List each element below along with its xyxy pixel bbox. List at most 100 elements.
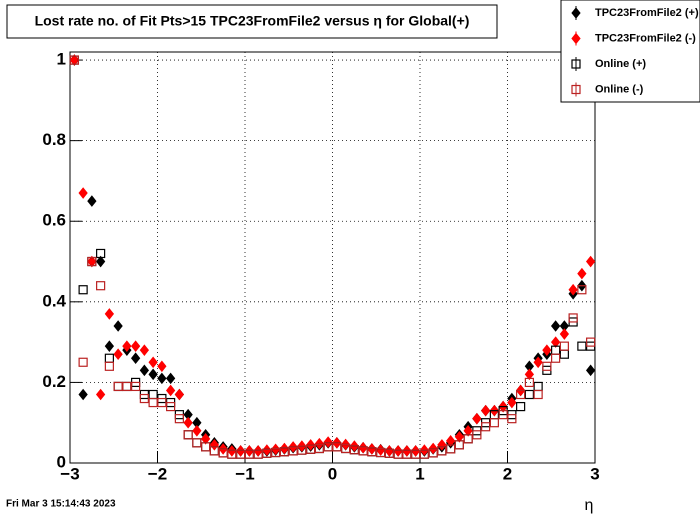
data-point [96, 248, 106, 259]
data-point [533, 381, 543, 392]
data-point [481, 422, 491, 432]
legend-label: Online (-) [595, 83, 644, 95]
y-tick-label: 0.4 [42, 291, 66, 310]
data-point [402, 445, 412, 457]
data-point [157, 372, 167, 385]
x-tick-label: 0 [328, 464, 337, 483]
legend-marker [571, 84, 581, 95]
data-point [262, 444, 272, 456]
data-point [367, 443, 377, 455]
data-point [323, 442, 333, 452]
data-point [542, 361, 552, 371]
data-point [577, 285, 587, 295]
data-point [157, 360, 167, 373]
data-point [297, 445, 307, 455]
data-point [559, 341, 569, 351]
data-point [533, 356, 543, 369]
data-point [87, 256, 97, 267]
data-point [550, 320, 561, 332]
data-point [306, 444, 316, 454]
legend-label: TPC23FromFile2 (+) [595, 7, 699, 19]
data-point [568, 283, 578, 296]
data-point [183, 430, 193, 440]
chart-title: Lost rate no. of Fit Pts>15 TPC23FromFil… [35, 13, 470, 29]
data-point [586, 337, 596, 347]
data-point [148, 389, 158, 400]
data-point [122, 340, 132, 352]
data-point [218, 448, 228, 458]
data-point [314, 437, 325, 450]
data-point [472, 412, 482, 425]
x-tick-label: −3 [60, 464, 79, 483]
data-point [480, 404, 491, 417]
data-point [131, 381, 141, 392]
data-point [148, 356, 158, 369]
data-point [516, 401, 526, 412]
data-point [516, 389, 526, 400]
data-point [78, 187, 88, 199]
data-point [148, 368, 158, 381]
data-point [113, 381, 123, 392]
x-tick-label: −2 [148, 464, 167, 483]
legend-box [560, 0, 700, 103]
data-point [130, 340, 141, 352]
data-point [445, 435, 456, 447]
data-point [454, 431, 465, 443]
data-point [183, 416, 193, 429]
data-point [559, 349, 569, 359]
data-point [244, 449, 254, 459]
data-point [78, 388, 88, 401]
y-tick-label: 0.2 [42, 372, 66, 391]
data-point [192, 424, 202, 437]
data-point [227, 449, 237, 459]
data-point [271, 447, 281, 458]
data-point [577, 341, 587, 351]
data-point [209, 446, 219, 456]
data-point [95, 255, 106, 268]
data-point [270, 443, 281, 456]
x-tick-label: 3 [590, 464, 599, 483]
data-point [577, 267, 587, 280]
data-point [104, 361, 114, 371]
data-point [227, 445, 237, 457]
data-point [349, 445, 359, 455]
data-point [157, 397, 167, 408]
data-point [463, 434, 473, 444]
x-axis-label: η [585, 497, 594, 514]
data-point [139, 344, 150, 356]
y-tick-label: 1 [57, 50, 66, 69]
data-point [78, 357, 88, 367]
data-point [165, 384, 176, 397]
data-point [437, 446, 447, 456]
data-point [393, 449, 403, 459]
data-point [384, 448, 394, 458]
data-point [69, 54, 80, 66]
data-point [166, 401, 176, 412]
x-tick-label: −1 [235, 464, 254, 483]
data-point [314, 443, 324, 454]
data-point [113, 320, 123, 332]
timestamp: Fri Mar 3 15:14:43 2023 [6, 499, 116, 510]
data-point [122, 381, 132, 392]
data-point [524, 368, 535, 381]
data-point [376, 447, 386, 458]
data-point [113, 348, 123, 361]
data-point [568, 313, 578, 323]
data-point [148, 397, 158, 408]
legend-label: TPC23FromFile2 (-) [595, 32, 696, 44]
data-point [87, 255, 97, 268]
data-point [253, 449, 263, 459]
data-point [244, 445, 255, 457]
data-point [78, 285, 88, 295]
data-point [463, 424, 473, 437]
data-point [279, 447, 289, 457]
data-point [428, 448, 438, 458]
data-point [165, 372, 176, 385]
data-point [419, 449, 429, 459]
data-point [104, 308, 115, 320]
data-point [253, 445, 263, 457]
data-point [323, 436, 333, 448]
data-point [489, 418, 499, 428]
data-point [437, 439, 447, 451]
